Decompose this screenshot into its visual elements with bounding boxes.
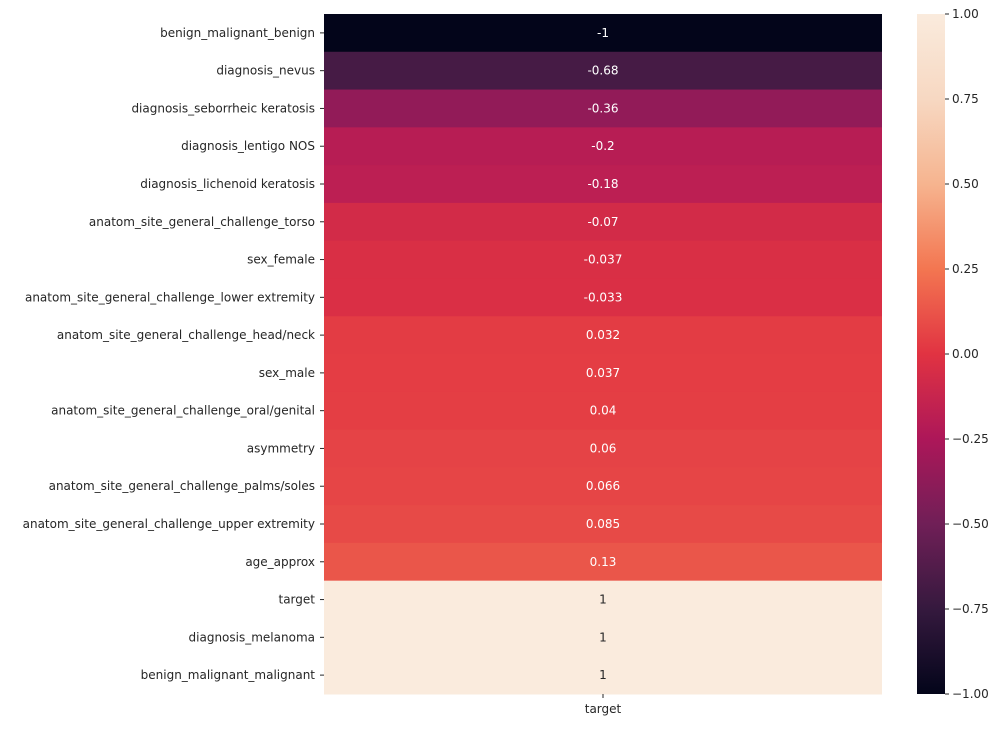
colorbar-tick-label: 0.75 xyxy=(952,92,979,106)
row-label: anatom_site_general_challenge_oral/genit… xyxy=(51,404,315,418)
row-label: diagnosis_lentigo NOS xyxy=(181,139,315,153)
cell-value-label: -0.18 xyxy=(587,177,618,191)
heatmap-cell xyxy=(324,542,882,582)
cell-value-label: 0.085 xyxy=(586,517,620,531)
colorbar-gradient xyxy=(917,14,945,694)
row-label: anatom_site_general_challenge_upper extr… xyxy=(23,517,315,531)
heatmap-cell xyxy=(324,89,882,128)
cell-value-label: -0.037 xyxy=(584,253,623,267)
cell-value-label: -1 xyxy=(597,26,609,40)
colorbar-tick-label: 0.50 xyxy=(952,177,979,191)
cell-value-label: -0.033 xyxy=(584,290,623,304)
row-label: target xyxy=(279,593,316,607)
row-label: benign_malignant_malignant xyxy=(141,668,316,682)
colorbar-tick-label: 0.00 xyxy=(952,347,979,361)
heatmap-cell xyxy=(324,354,882,393)
row-label: diagnosis_lichenoid keratosis xyxy=(140,177,315,191)
colorbar-tick-label: −0.50 xyxy=(952,517,989,531)
colorbar-tick-label: −0.25 xyxy=(952,432,989,446)
heatmap-cells: -1 -0.68 -0.36 -0.2 -0.18 -0.07 -0.037 -0.033 0.… xyxy=(324,14,882,695)
column-labels: target xyxy=(585,694,622,716)
row-label: anatom_site_general_challenge_lower extr… xyxy=(25,290,315,304)
colorbar-tick-label: −0.75 xyxy=(952,602,989,616)
heatmap-cell xyxy=(324,505,882,544)
row-label: asymmetry xyxy=(247,441,315,455)
row-label: sex_male xyxy=(259,366,315,380)
cell-value-label: 0.037 xyxy=(586,366,620,380)
cell-value-label: 0.066 xyxy=(586,479,620,493)
row-label: sex_female xyxy=(247,253,315,267)
heatmap-cell xyxy=(324,656,882,695)
row-label: age_approx xyxy=(245,555,315,569)
cell-value-label: 0.13 xyxy=(590,555,617,569)
heatmap-cell xyxy=(324,127,882,166)
row-label: diagnosis_melanoma xyxy=(189,630,315,644)
colorbar-tick-label: −1.00 xyxy=(952,687,989,701)
cell-value-label: 0.04 xyxy=(590,404,617,418)
heatmap-cell xyxy=(324,278,882,317)
heatmap-cell xyxy=(324,316,882,355)
row-label: anatom_site_general_challenge_head/neck xyxy=(57,328,315,342)
cell-value-label: -0.36 xyxy=(587,101,618,115)
row-label: anatom_site_general_challenge_palms/sole… xyxy=(49,479,315,493)
cell-value-label: -0.07 xyxy=(587,215,618,229)
heatmap-cell xyxy=(324,580,882,619)
colorbar: 1.00 0.75 0.50 0.25 0.00 −0.25 −0.50 −0.75 −1.00 xyxy=(917,7,989,701)
heatmap-cell xyxy=(324,618,882,657)
row-label: anatom_site_general_challenge_torso xyxy=(89,215,315,229)
cell-value-label: -0.2 xyxy=(591,139,614,153)
colorbar-tick-label: 0.25 xyxy=(952,262,979,276)
heatmap-cell xyxy=(324,202,882,242)
cell-value-label: 1 xyxy=(599,593,607,607)
cell-value-label: 0.06 xyxy=(590,441,617,455)
colorbar-tick-label: 1.00 xyxy=(952,7,979,21)
row-label: diagnosis_seborrheic keratosis xyxy=(131,101,315,115)
cell-value-label: 0.032 xyxy=(586,328,620,342)
heatmap-cell xyxy=(324,240,882,279)
heatmap-cell xyxy=(324,467,882,506)
row-label: benign_malignant_benign xyxy=(160,26,315,40)
heatmap-cell xyxy=(324,165,882,204)
row-labels: benign_malignant_benign diagnosis_nevusdi… xyxy=(23,26,324,682)
heatmap-cell xyxy=(324,391,882,431)
column-label: target xyxy=(585,702,622,716)
cell-value-label: -0.68 xyxy=(587,64,618,78)
heatmap-cell xyxy=(324,429,882,468)
cell-value-label: 1 xyxy=(599,630,607,644)
cell-value-label: 1 xyxy=(599,668,607,682)
heatmap-cell xyxy=(324,14,882,53)
row-label: diagnosis_nevus xyxy=(216,64,315,78)
heatmap-cell xyxy=(324,51,882,91)
